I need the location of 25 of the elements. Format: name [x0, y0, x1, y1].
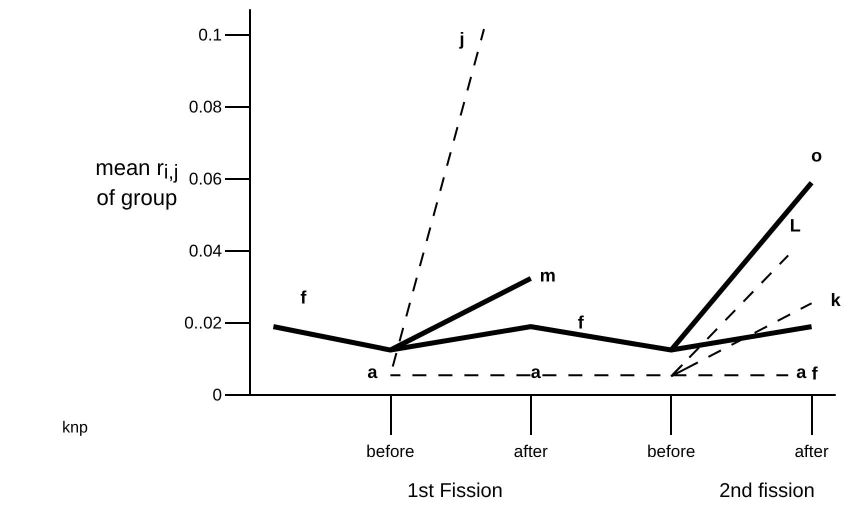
text: a: [367, 362, 378, 382]
text: f: [812, 364, 818, 384]
series-label: f: [578, 312, 585, 333]
series-label: o: [811, 146, 822, 166]
series-label: j: [458, 29, 465, 50]
series-label: a: [530, 362, 542, 382]
y-tick-label: 0.06: [188, 170, 222, 189]
x-tick-label: before: [647, 442, 696, 461]
y-tick-label: 0.08: [188, 98, 222, 117]
y-axis-title: mean ri,j of group: [95, 155, 178, 210]
text: knp: [62, 420, 88, 436]
series-label: L: [790, 215, 801, 236]
x-tick-label: before: [366, 442, 414, 461]
x-tick-label: after: [514, 442, 548, 461]
text: 1st Fission: [407, 480, 503, 502]
series-label: k: [830, 290, 842, 310]
text: 2nd fission: [719, 480, 815, 502]
y-tick-label: 0.04: [188, 242, 222, 261]
text: f: [300, 288, 306, 308]
x-tick-label: after: [794, 442, 829, 461]
y-tick-label: 0.1: [198, 26, 222, 45]
series-label: m: [540, 265, 556, 286]
y-tick-label: 0: [212, 386, 222, 404]
text: a: [796, 362, 806, 382]
y-tick-label: 0..02: [184, 314, 222, 333]
